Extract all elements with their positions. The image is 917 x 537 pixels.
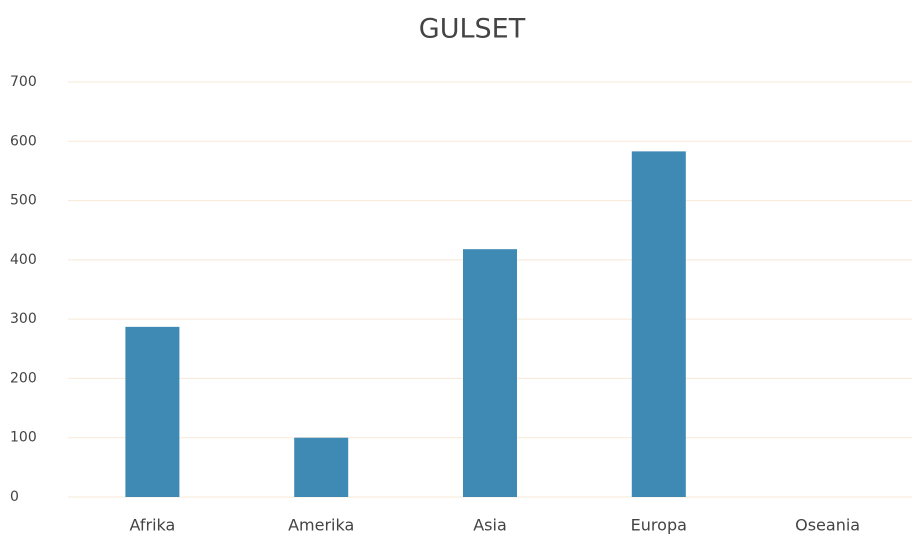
y-tick-label: 700 (10, 74, 37, 90)
y-tick-label: 200 (10, 370, 37, 386)
x-tick-label: Asia (473, 516, 507, 535)
x-tick-label: Afrika (129, 516, 175, 535)
bar (462, 249, 518, 497)
y-tick-label: 0 (10, 489, 19, 505)
bar (294, 437, 349, 497)
y-tick-label: 300 (10, 311, 37, 327)
x-tick-label: Amerika (288, 516, 354, 535)
bar (125, 326, 180, 497)
bar (631, 151, 686, 497)
y-tick-label: 600 (10, 133, 37, 149)
x-tick-label: Europa (631, 516, 687, 535)
y-tick-label: 100 (10, 430, 37, 446)
y-tick-label: 500 (10, 193, 37, 209)
chart-title: GULSET (419, 14, 526, 45)
y-tick-label: 400 (10, 252, 37, 268)
x-tick-label: Oseania (795, 516, 860, 535)
